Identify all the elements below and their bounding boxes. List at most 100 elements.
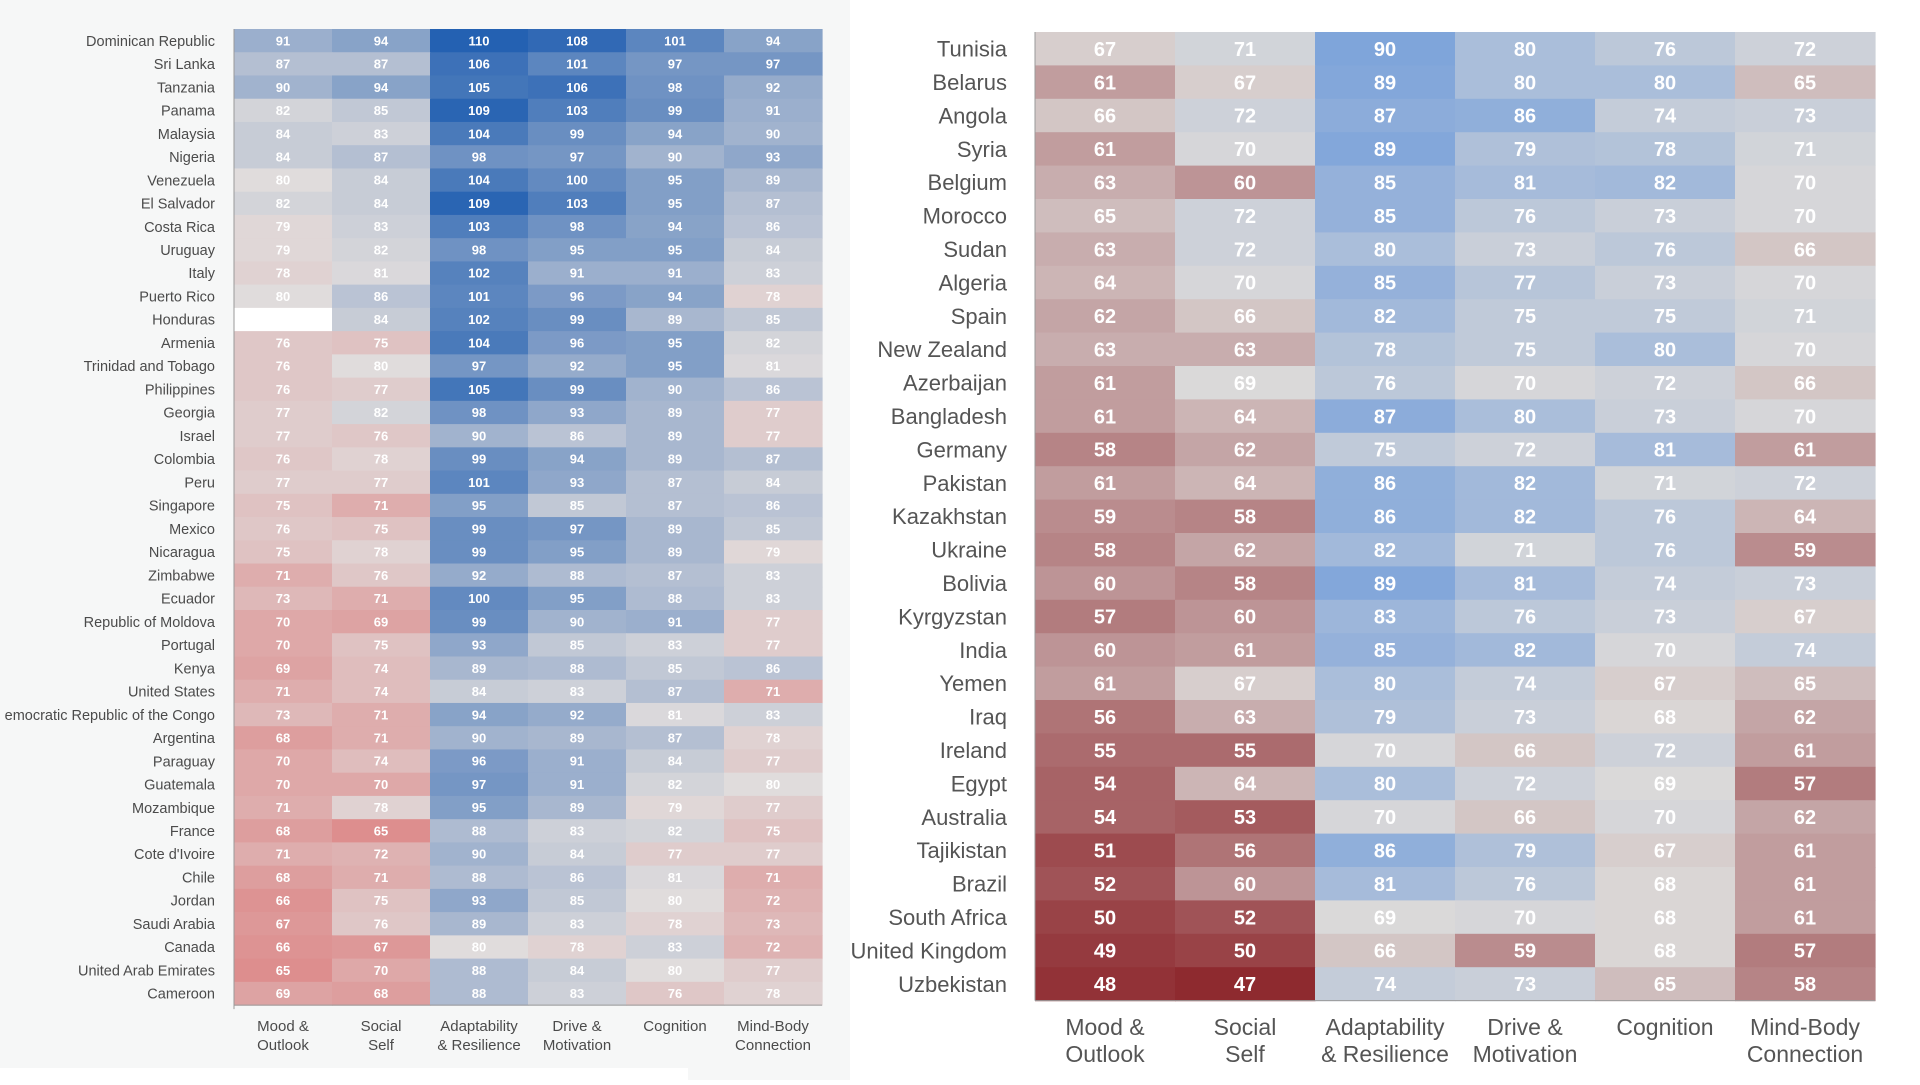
heatmap-cell xyxy=(1035,566,1176,601)
heatmap-cell xyxy=(724,702,823,727)
row-label: Bolivia xyxy=(942,571,1008,596)
heatmap-cell xyxy=(626,493,725,518)
cell-value-label: 91 xyxy=(766,103,780,118)
heatmap-cell xyxy=(1035,332,1176,367)
cell-value-label: 61 xyxy=(1234,640,1256,662)
heatmap-cell xyxy=(626,261,725,286)
cell-value-label: 80 xyxy=(276,289,290,304)
heatmap-cell xyxy=(430,935,529,960)
heatmap-cell xyxy=(1735,265,1876,300)
row-label: Spain xyxy=(951,304,1007,329)
column-label: Adaptability xyxy=(1326,1014,1445,1040)
cell-value-label: 78 xyxy=(570,940,584,955)
cell-value-label: 90 xyxy=(276,80,290,95)
heatmap-cell xyxy=(724,842,823,867)
heatmap-cell xyxy=(528,702,627,727)
column-label: Mood & xyxy=(1065,1014,1144,1040)
cell-value-label: 99 xyxy=(570,382,584,397)
heatmap-cell xyxy=(234,633,333,658)
cell-value-label: 75 xyxy=(1514,306,1536,328)
heatmap-cell xyxy=(332,214,431,239)
row-label: Honduras xyxy=(152,313,215,329)
cell-value-label: 97 xyxy=(472,777,486,792)
heatmap-cell xyxy=(234,75,333,100)
heatmap-cell xyxy=(1455,98,1596,133)
cell-value-label: 82 xyxy=(668,777,682,792)
heatmap-cell xyxy=(234,377,333,402)
cell-value-label: 82 xyxy=(1374,540,1396,562)
heatmap-cell xyxy=(234,958,333,983)
heatmap-cell xyxy=(430,238,529,262)
row-label: Mexico xyxy=(169,522,215,538)
cell-value-label: 72 xyxy=(766,893,780,908)
heatmap-cell xyxy=(234,772,333,797)
cell-value-label: 84 xyxy=(766,242,781,257)
heatmap-cell xyxy=(1035,700,1176,734)
heatmap-cell xyxy=(1735,499,1876,534)
cell-value-label: 78 xyxy=(276,266,290,281)
cell-value-label: 89 xyxy=(766,173,780,188)
heatmap-cell xyxy=(1735,666,1876,701)
heatmap-cell xyxy=(332,958,431,983)
cell-value-label: 63 xyxy=(1234,340,1256,362)
heatmap-cell xyxy=(1175,265,1316,300)
heatmap-cell xyxy=(1455,399,1596,434)
heatmap-cell xyxy=(724,98,823,123)
heatmap-cell xyxy=(234,168,333,193)
cell-value-label: 87 xyxy=(276,57,290,72)
cell-value-label: 101 xyxy=(566,57,588,72)
heatmap-cell xyxy=(1455,766,1596,801)
heatmap-cell xyxy=(1175,867,1316,901)
row-label: United Arab Emirates xyxy=(78,963,215,979)
heatmap-cell xyxy=(528,424,627,448)
cell-value-label: 90 xyxy=(472,731,486,746)
heatmap-cell xyxy=(234,424,333,448)
heatmap-cell xyxy=(626,702,725,727)
heatmap-cell xyxy=(528,842,627,867)
cell-value-label: 77 xyxy=(668,847,682,862)
cell-value-label: 99 xyxy=(570,312,584,327)
cell-value-label: 61 xyxy=(1094,674,1116,696)
heatmap-cell xyxy=(234,679,333,704)
heatmap-cell xyxy=(234,400,333,425)
cell-value-label: 82 xyxy=(276,196,290,211)
heatmap-cell xyxy=(430,865,529,890)
cell-value-label: 78 xyxy=(766,289,780,304)
cell-value-label: 72 xyxy=(1654,373,1676,395)
heatmap-cell xyxy=(724,447,823,472)
heatmap-cell xyxy=(234,912,333,936)
cell-value-label: 67 xyxy=(1234,674,1256,696)
heatmap-cell xyxy=(1035,766,1176,801)
heatmap-cell xyxy=(234,29,333,53)
heatmap-cell xyxy=(1035,833,1176,868)
heatmap-cell xyxy=(332,610,431,634)
row-label: Germany xyxy=(917,437,1007,462)
heatmap-cell xyxy=(1595,967,1736,1002)
heatmap-cell xyxy=(1175,533,1316,567)
heatmap-cell xyxy=(1315,766,1456,801)
cell-value-label: 55 xyxy=(1234,740,1256,762)
cell-value-label: 66 xyxy=(276,940,290,955)
heatmap-cell xyxy=(626,354,725,379)
cell-value-label: 89 xyxy=(570,800,584,815)
heatmap-cell xyxy=(724,726,823,751)
cell-value-label: 59 xyxy=(1094,507,1116,529)
cell-value-label: 74 xyxy=(1514,674,1537,696)
cell-value-label: 75 xyxy=(276,545,290,560)
cell-value-label: 95 xyxy=(472,498,486,513)
heatmap-cell xyxy=(234,331,333,355)
cell-value-label: 83 xyxy=(766,707,780,722)
heatmap-cell xyxy=(332,865,431,890)
cell-value-label: 70 xyxy=(1794,406,1816,428)
heatmap-cell xyxy=(528,307,627,332)
heatmap-cell xyxy=(724,610,823,634)
cell-value-label: 72 xyxy=(1794,39,1816,61)
row-label: Cameroon xyxy=(147,987,215,1003)
heatmap-cell xyxy=(626,98,725,123)
cell-value-label: 67 xyxy=(1654,674,1676,696)
heatmap-cell xyxy=(1455,265,1596,300)
heatmap-cell xyxy=(626,145,725,170)
heatmap-cell xyxy=(1315,700,1456,734)
cell-value-label: 97 xyxy=(472,359,486,374)
cell-value-label: 80 xyxy=(374,359,388,374)
